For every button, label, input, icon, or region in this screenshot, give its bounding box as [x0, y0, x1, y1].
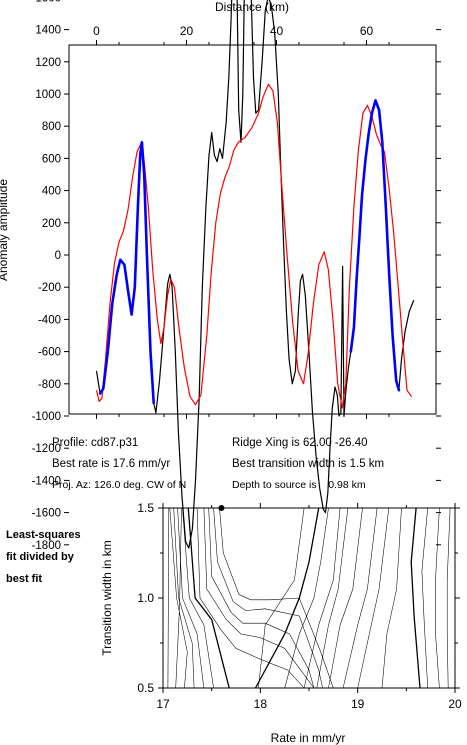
y-tick-label: 1000 — [35, 89, 61, 101]
x-tick-label: 20 — [448, 697, 462, 711]
best-transition-width: Best transition width is 1.5 km — [232, 458, 385, 470]
y-tick-label: 1600 — [35, 0, 61, 4]
profile-name: Profile: cd87.p31 — [52, 437, 139, 449]
x-tick-label: 20 — [180, 24, 194, 38]
profile-series — [95, 0, 415, 549]
fit-window-segment — [349, 99, 401, 392]
minor-contour — [182, 507, 214, 689]
best-rate: Best rate is 17.6 mm/yr — [52, 458, 171, 470]
y-tick-label: -1000 — [32, 411, 61, 423]
minor-contour — [284, 507, 329, 689]
minor-contour — [421, 507, 428, 689]
x-tick-label: 0 — [93, 24, 100, 38]
profile-y-axis-label: Anomaly amplitude — [0, 179, 10, 281]
x-tick-label: 18 — [254, 697, 268, 711]
projection-azimuth: Proj. Az: 126.0 deg. CW of N — [52, 479, 187, 491]
minor-contour — [446, 507, 451, 689]
minor-contour — [196, 507, 305, 689]
y-tick-label: 1.5 — [137, 501, 154, 515]
minor-contour — [357, 507, 390, 689]
x-tick-label: 19 — [351, 697, 365, 711]
minor-contour — [342, 507, 378, 689]
profile-chart: 0204060240022002000180016001400120010008… — [0, 0, 441, 552]
misfit-axes: 17 18 19 20 1.5 1.0 0.5 — [137, 501, 462, 711]
ridge-crossing: Ridge Xing is 62.00 -26.40 — [232, 437, 368, 449]
y-tick-label: 0.5 — [137, 681, 154, 695]
y-tick-label: -1800 — [32, 540, 61, 552]
minor-contour — [173, 507, 195, 689]
misfit-description: Least-squares fit divided by best fit — [6, 524, 106, 590]
misfit-chart: 17 18 19 20 1.5 1.0 0.5 Rate in mm/yr Transiti… — [100, 501, 462, 745]
y-tick-label: 1400 — [35, 25, 61, 37]
y-tick-label: 1.0 — [137, 591, 154, 605]
minor-contour — [213, 507, 323, 689]
minor-contour — [381, 507, 402, 689]
misfit-contours — [167, 507, 451, 689]
minor-contour — [208, 507, 315, 689]
profile-x-axis-label: Distance (km) — [215, 0, 289, 14]
major-contour — [410, 507, 421, 689]
minor-contour — [167, 507, 170, 689]
minor-contour — [328, 507, 363, 689]
y-tick-label: -1400 — [32, 475, 61, 487]
y-tick-label: 400 — [42, 186, 61, 198]
misfit-description-line: best fit — [6, 573, 43, 585]
x-tick-label: 60 — [360, 24, 374, 38]
y-tick-label: -800 — [38, 379, 61, 391]
y-tick-label: -400 — [38, 314, 61, 326]
misfit-plot-frame — [162, 507, 456, 689]
misfit-description-line: fit divided by — [6, 551, 74, 563]
y-tick-label: 600 — [42, 153, 61, 165]
y-tick-label: -600 — [38, 347, 61, 359]
minor-contour — [219, 507, 334, 689]
x-tick-label: 40 — [270, 24, 284, 38]
y-tick-label: -1200 — [32, 443, 61, 455]
y-tick-label: 800 — [42, 121, 61, 133]
y-tick-label: -200 — [38, 282, 61, 294]
minor-contour — [203, 507, 315, 689]
depth-to-source: Depth to source is 0.98 km — [232, 479, 366, 491]
x-tick-label: 17 — [156, 697, 170, 711]
minor-contour — [175, 507, 182, 689]
misfit-description-line: Least-squares — [6, 529, 81, 541]
y-tick-label: 200 — [42, 218, 61, 230]
profile-axes: 0204060240022002000180016001400120010008… — [32, 0, 441, 552]
fit-window-segment — [98, 141, 155, 405]
minor-contour — [316, 507, 349, 689]
minor-contour — [177, 507, 205, 689]
model-profile-line — [95, 83, 412, 409]
minor-contour — [435, 507, 440, 689]
minor-contour — [169, 507, 188, 689]
y-tick-label: -1600 — [32, 508, 61, 520]
y-tick-label: 1200 — [35, 57, 61, 69]
minor-contour — [258, 507, 305, 689]
y-tick-label: 0 — [55, 250, 61, 262]
major-contour — [254, 507, 320, 689]
major-contour — [187, 507, 230, 689]
best-fit-marker — [218, 505, 225, 511]
misfit-y-axis-label: Transition width in km — [100, 540, 114, 656]
minor-contour — [303, 507, 341, 689]
misfit-x-axis-label: Rate in mm/yr — [271, 731, 346, 745]
